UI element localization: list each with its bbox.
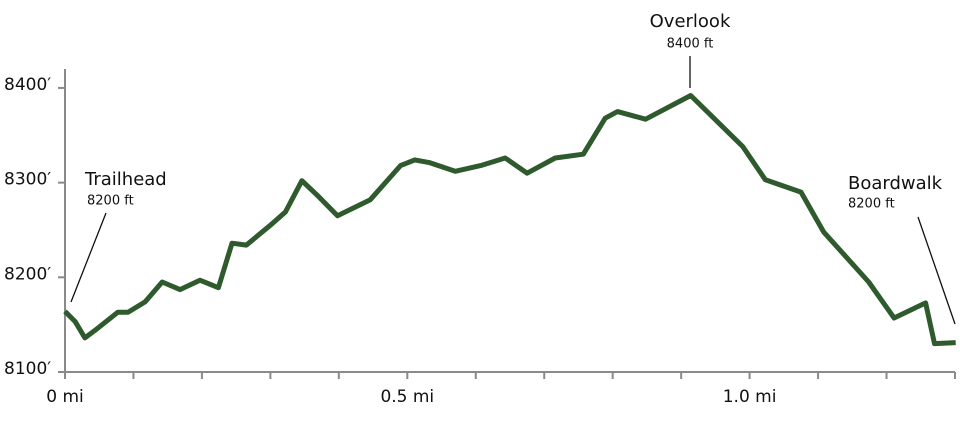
x-tick-label: 0.5 mi (380, 387, 434, 407)
x-tick-label: 1.0 mi (723, 387, 777, 407)
y-tick-label: 8100′ (4, 359, 51, 379)
annotations: Trailhead 8200 ft Overlook 8400 ft Board… (70, 11, 956, 325)
annotation-label: Trailhead (84, 169, 167, 190)
elevation-line (63, 93, 956, 347)
leader-line (917, 216, 956, 325)
leader-line (70, 212, 107, 303)
y-tick-label: 8400′ (4, 75, 51, 95)
y-tick-label: 8300′ (4, 170, 51, 190)
x-tick-label: 0 mi (46, 387, 84, 407)
annotation-label: Overlook (650, 11, 731, 32)
annotation-sublabel: 8400 ft (667, 37, 714, 52)
annotation-label: Boardwalk (848, 173, 943, 194)
annotation-sublabel: 8200 ft (87, 194, 134, 209)
annotation-sublabel: 8200 ft (848, 197, 895, 212)
y-tick-label: 8200′ (4, 264, 51, 284)
